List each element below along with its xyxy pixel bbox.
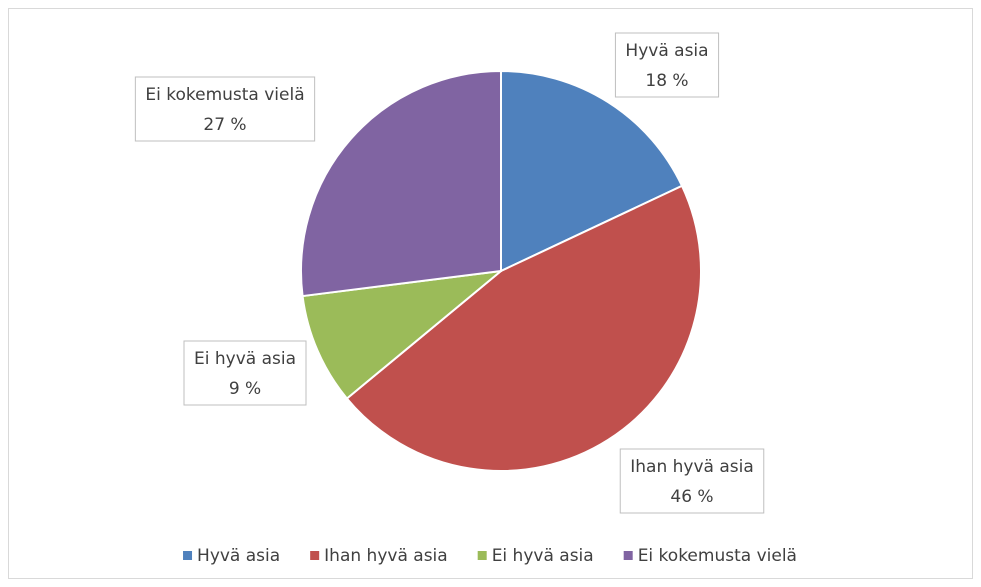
data-label: Hyvä asia 18 % — [614, 32, 720, 98]
pie-slice — [345, 184, 702, 472]
legend-swatch — [477, 551, 487, 560]
pie-slice — [301, 269, 505, 400]
legend-swatch — [310, 551, 320, 560]
legend-label: Ihan hyvä asia — [324, 546, 448, 566]
legend-swatch — [623, 551, 633, 560]
data-label-box — [134, 76, 316, 142]
data-label-category: Ei hyvä asia — [194, 349, 296, 369]
data-label-box — [614, 32, 720, 98]
data-label-value: 18 % — [645, 71, 688, 91]
legend-label: Hyvä asia — [197, 546, 280, 566]
legend-label: Ei hyvä asia — [492, 546, 594, 566]
data-label-value: 46 % — [670, 487, 713, 507]
pie-slice — [500, 69, 684, 273]
pie-slice — [300, 69, 502, 298]
legend-swatch — [183, 551, 193, 560]
data-label-box — [619, 448, 765, 514]
data-label-category: Ei kokemusta vielä — [145, 85, 304, 105]
data-label-value: 9 % — [229, 379, 261, 399]
data-label: Ei hyvä asia 9 % — [183, 340, 307, 406]
data-label: Ihan hyvä asia 46 % — [619, 448, 765, 514]
data-label-box — [183, 340, 307, 406]
data-label-category: Hyvä asia — [625, 41, 708, 61]
data-label-value: 27 % — [203, 115, 246, 135]
legend-label: Ei kokemusta vielä — [638, 546, 797, 566]
data-label: Ei kokemusta vielä 27 % — [134, 76, 316, 142]
data-label-category: Ihan hyvä asia — [630, 457, 754, 477]
